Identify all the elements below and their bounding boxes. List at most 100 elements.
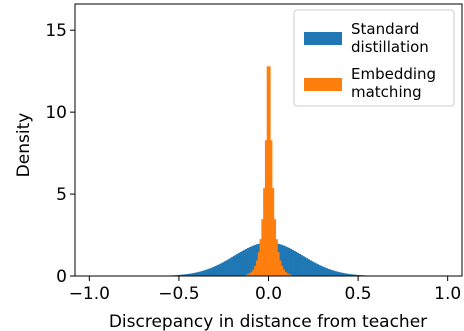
histogram-bar	[318, 265, 321, 276]
histogram-bar	[288, 274, 291, 276]
histogram-bar	[313, 262, 316, 276]
histogram-bar	[204, 270, 207, 276]
histogram-bar	[320, 265, 323, 276]
histogram-bar	[302, 256, 305, 276]
histogram-bar	[212, 266, 216, 276]
histogram-bar	[341, 272, 345, 276]
histogram-bar	[207, 268, 210, 276]
histogram-bar	[338, 272, 341, 276]
histogram-bar	[230, 257, 234, 276]
histogram-bar	[291, 249, 294, 276]
histogram-bar	[259, 239, 262, 276]
histogram-bar	[202, 270, 205, 276]
histogram-bar	[227, 259, 230, 276]
histogram-bar	[232, 256, 235, 276]
histogram-bar	[200, 271, 203, 276]
legend: Standard distillation Embedding matching	[293, 9, 455, 107]
histogram-bar	[284, 246, 287, 276]
histogram-bar	[307, 259, 311, 276]
histogram-bar	[250, 246, 253, 276]
x-tick-label: 1.0	[434, 284, 461, 304]
histogram-bar	[347, 273, 350, 276]
histogram-bar	[334, 271, 337, 276]
histogram-bar	[288, 248, 291, 276]
histogram-bar	[298, 254, 302, 276]
histogram-bar	[282, 269, 285, 276]
histogram-bar	[333, 270, 336, 276]
y-axis-label: Density	[14, 113, 34, 178]
histogram-bar	[238, 252, 241, 276]
x-tick-label: 0.0	[255, 284, 282, 304]
histogram-bar	[290, 248, 293, 276]
histogram-bar	[193, 272, 196, 276]
histogram-bar	[178, 274, 182, 276]
histogram-bar	[304, 257, 307, 276]
axes: −1.0 −0.5 0.0 0.5 1.0 0 5 10 15	[45, 3, 463, 304]
histogram-bar	[209, 268, 212, 276]
histogram-bar	[266, 66, 269, 277]
histogram-bar	[263, 188, 266, 276]
histogram-bar	[300, 255, 303, 276]
histogram-bar	[315, 263, 318, 276]
histogram-bar	[211, 267, 214, 276]
y-tick-label: 5	[56, 185, 67, 205]
histogram-bar	[254, 266, 257, 276]
histogram-bar	[316, 264, 320, 276]
legend-swatch-embedding	[304, 78, 342, 91]
y-tick-label: 0	[56, 267, 67, 287]
histogram-bar	[252, 269, 255, 276]
histogram-bar	[264, 140, 268, 276]
x-tick-label: 0.5	[345, 284, 372, 304]
histogram-bar	[279, 244, 282, 276]
histogram-bar	[250, 271, 253, 276]
histogram-bar	[329, 269, 332, 276]
histogram-bar	[349, 274, 352, 276]
histogram-bar	[352, 274, 355, 276]
histogram-bar	[195, 272, 198, 276]
histogram-bar	[290, 274, 293, 276]
histogram-bar	[343, 273, 346, 276]
histogram-bar	[306, 258, 309, 276]
histogram-bar	[221, 262, 225, 276]
legend-label-standard-line1: Standard	[351, 20, 419, 38]
y-tick-label: 10	[45, 103, 67, 123]
histogram-bar	[293, 250, 296, 276]
histogram-bar	[286, 273, 289, 276]
histogram-bar	[255, 244, 259, 276]
histogram-bar	[327, 268, 330, 276]
histogram-bar	[184, 274, 187, 276]
histogram-bar	[252, 245, 255, 276]
histogram-bar	[229, 258, 232, 276]
histogram-bar	[239, 251, 242, 276]
histogram-bar	[223, 261, 226, 276]
histogram-bar	[322, 266, 325, 276]
histogram-bar	[218, 264, 221, 276]
histogram-bar	[345, 273, 348, 276]
histogram-bar	[297, 252, 300, 276]
histogram-bar	[277, 252, 280, 276]
histogram-bar	[243, 249, 246, 276]
histogram-bar	[281, 244, 284, 276]
legend-label-standard-line2: distillation	[351, 38, 429, 56]
histogram-bar	[270, 140, 273, 276]
legend-swatch-standard	[304, 32, 342, 45]
x-axis-label: Discrepancy in distance from teacher	[109, 312, 427, 331]
histogram-bar	[281, 266, 284, 276]
histogram-bar	[295, 251, 298, 276]
histogram-bar	[272, 188, 275, 276]
histogram-bar	[254, 244, 257, 276]
histogram-bar	[236, 254, 239, 276]
histogram-bar	[311, 261, 314, 276]
x-tick-label: −0.5	[158, 284, 199, 304]
histogram-bar	[189, 273, 192, 276]
histogram-bar	[187, 273, 191, 276]
histogram-bar	[340, 272, 343, 276]
series-embedding-matching	[245, 66, 293, 277]
histogram-bar	[205, 269, 208, 276]
histogram-bar	[279, 260, 282, 276]
histogram-bar	[282, 245, 285, 276]
histogram-bar	[225, 260, 228, 276]
histogram-bar	[255, 260, 259, 276]
legend-label-embedding-line2: matching	[351, 83, 422, 101]
